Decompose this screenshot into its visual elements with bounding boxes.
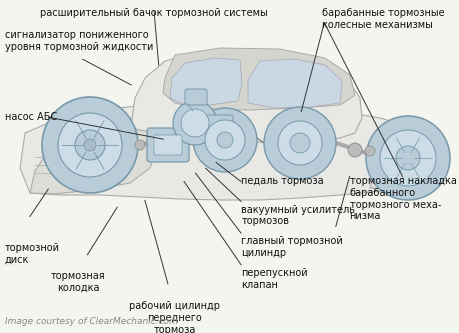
Text: тормозной
диск: тормозной диск (5, 243, 60, 265)
Polygon shape (247, 59, 341, 108)
Text: сигнализатор пониженного
уровня тормозной жидкости: сигнализатор пониженного уровня тормозно… (5, 30, 153, 52)
Text: расширительный бачок тормозной системы: расширительный бачок тормозной системы (40, 8, 268, 18)
Circle shape (379, 130, 435, 186)
Circle shape (217, 132, 233, 148)
Text: вакуумный усилитель
тормозов: вакуумный усилитель тормозов (241, 205, 355, 226)
Polygon shape (162, 48, 354, 110)
Text: барабанные тормозные
колесные механизмы: барабанные тормозные колесные механизмы (321, 8, 444, 30)
Circle shape (277, 121, 321, 165)
Circle shape (75, 130, 105, 160)
Circle shape (173, 101, 217, 145)
FancyBboxPatch shape (185, 89, 207, 105)
Text: рабочий цилиндр
переднего
тормоза: рабочий цилиндр переднего тормоза (129, 301, 220, 333)
Text: педаль тормоза: педаль тормоза (241, 176, 324, 186)
Text: тормозная накладка
барабанного
тормозного меха-
низма: тормозная накладка барабанного тормозног… (349, 176, 455, 221)
Polygon shape (20, 101, 437, 200)
Text: тормозная
колодка: тормозная колодка (51, 271, 105, 293)
Polygon shape (369, 118, 437, 190)
FancyBboxPatch shape (154, 135, 182, 155)
Polygon shape (130, 51, 361, 143)
Circle shape (58, 113, 122, 177)
Circle shape (263, 107, 335, 179)
FancyBboxPatch shape (147, 128, 189, 162)
Circle shape (347, 143, 361, 157)
Circle shape (364, 146, 374, 156)
FancyBboxPatch shape (207, 115, 233, 131)
Circle shape (205, 120, 245, 160)
Ellipse shape (40, 172, 419, 197)
Text: главный тормозной
цилиндр: главный тормозной цилиндр (241, 236, 342, 258)
Text: перепускной
клапан: перепускной клапан (241, 268, 308, 290)
Text: насос АБС: насос АБС (5, 112, 57, 122)
Circle shape (134, 140, 145, 150)
Text: Image courtesy of ClearMechanic.com: Image courtesy of ClearMechanic.com (5, 317, 177, 326)
Circle shape (289, 133, 309, 153)
Circle shape (193, 108, 257, 172)
Circle shape (365, 116, 449, 200)
Polygon shape (30, 128, 160, 194)
Circle shape (84, 139, 96, 151)
Circle shape (180, 109, 208, 137)
Polygon shape (170, 58, 241, 105)
Circle shape (395, 146, 419, 170)
Circle shape (42, 97, 138, 193)
